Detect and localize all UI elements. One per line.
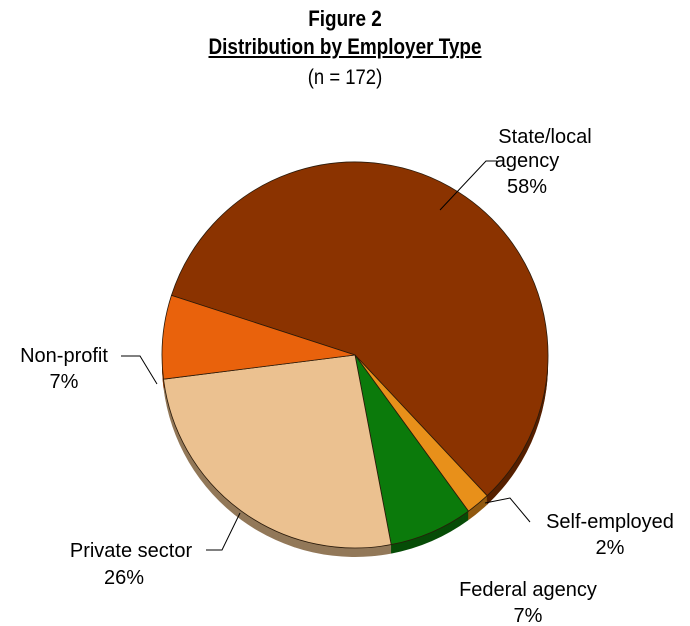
slice-percent-federal-agency: 7% bbox=[514, 605, 543, 626]
leader-line-state-local-agency bbox=[439, 160, 497, 211]
leader-line-private-sector bbox=[206, 512, 241, 551]
chart-title: Figure 2 bbox=[308, 6, 382, 31]
leader-lines bbox=[121, 160, 531, 551]
slice-percent-private-sector: 26% bbox=[104, 567, 144, 589]
pie-slices bbox=[161, 161, 549, 549]
slice-label-private-sector: Private sector bbox=[70, 540, 193, 562]
chart-sample-size: (n = 172) bbox=[307, 66, 383, 89]
slice-label-federal-agency: Federal agency bbox=[459, 579, 597, 601]
slice-label-state-local-agency: agency bbox=[495, 150, 560, 172]
leader-line-self-employed bbox=[484, 497, 531, 523]
slice-label-state-local-agency: State/local bbox=[498, 126, 591, 148]
slice-percent-non-profit: 7% bbox=[50, 371, 79, 393]
leader-line-non-profit bbox=[121, 355, 158, 385]
pie-slice-state-local-agency bbox=[170, 161, 549, 497]
slice-percent-state-local-agency: 58% bbox=[507, 176, 547, 198]
chart-subtitle: Distribution by Employer Type bbox=[208, 34, 482, 59]
slice-label-self-employed: Self-employed bbox=[546, 511, 674, 533]
slice-label-non-profit: Non-profit bbox=[20, 345, 108, 367]
pie-slice-private-sector bbox=[163, 354, 392, 549]
slice-percent-self-employed: 2% bbox=[596, 537, 625, 559]
pie-slice-non-profit bbox=[161, 294, 356, 380]
